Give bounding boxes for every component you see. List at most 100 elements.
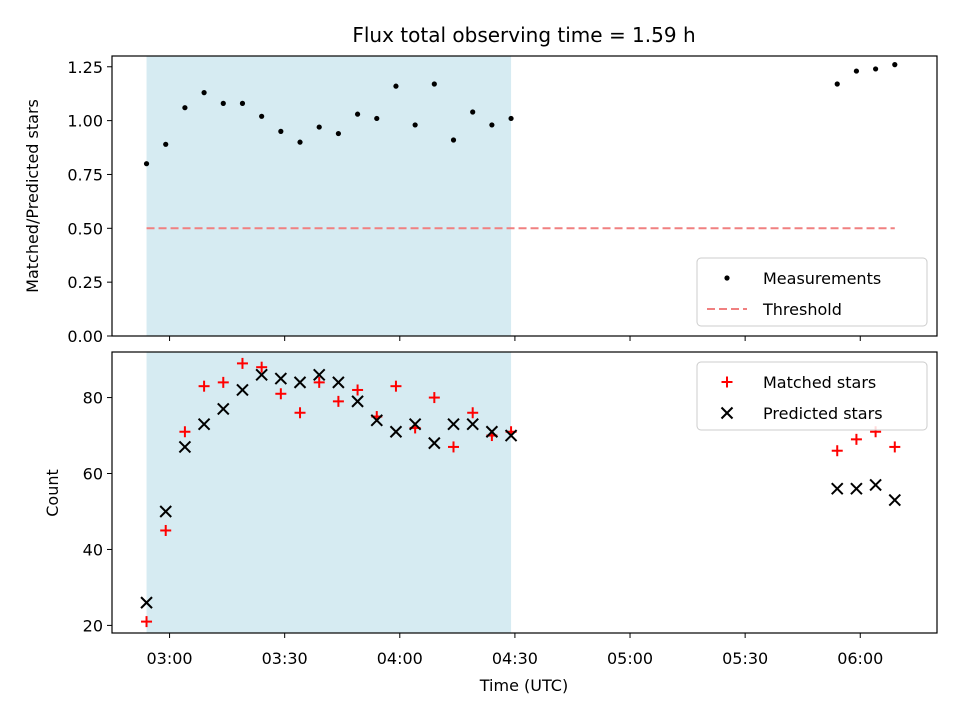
measurement-point (354, 111, 361, 117)
matched-star-point (448, 441, 460, 453)
x-tick-label: 06:00 (837, 649, 883, 668)
bottom-y-tick-label: 20 (83, 616, 103, 635)
bottom-plot-frame (111, 351, 938, 634)
predicted-star-point (255, 368, 268, 381)
matched-star-point (294, 407, 306, 419)
top-y-tick-label: 0.50 (67, 219, 103, 238)
predicted-star-point (217, 402, 230, 416)
x-tick-label: 03:00 (147, 649, 193, 668)
measurement-point (259, 113, 265, 119)
predicted-star-point (408, 417, 422, 431)
top-plot-frame (111, 55, 938, 337)
measurement-point (431, 81, 437, 87)
predicted-star-point (485, 425, 499, 438)
measurement-point (853, 68, 860, 74)
measurement-point (489, 122, 495, 128)
matched-star-point (313, 376, 325, 388)
legend-marker-predicted (720, 406, 734, 420)
predicted-star-point (140, 596, 153, 609)
bottom-y-tick-label: 60 (83, 465, 103, 484)
top-legend-box (696, 257, 928, 327)
x-tick-label: 05:00 (607, 649, 653, 668)
matched-star-point (467, 407, 479, 419)
matched-star-point (390, 380, 402, 392)
predicted-star-point (850, 482, 863, 495)
top-panel: 0.00 0.25 0.50 0.75 1.00 1.25 Measurements Thre… (67, 55, 938, 346)
measurement-point (316, 124, 322, 130)
matched-star-point (332, 395, 344, 407)
predicted-star-point (504, 429, 518, 442)
measurement-point (374, 115, 380, 122)
measurement-point (297, 139, 303, 145)
top-y-tick-label: 1.25 (67, 58, 103, 77)
matched-star-point (889, 441, 901, 453)
measurement-point (201, 90, 207, 96)
measurement-point (143, 161, 150, 167)
top-y-tick-label: 0.00 (67, 327, 103, 346)
bottom-y-tick-label: 80 (83, 389, 103, 408)
legend-label: Matched stars (763, 373, 876, 392)
x-tick-label: 04:00 (377, 649, 423, 668)
legend-marker-matched (721, 376, 733, 388)
measurement-point (412, 122, 418, 128)
predicted-star-point (293, 376, 307, 389)
top-y-tick-label: 0.25 (67, 273, 103, 292)
top-y-tick-label: 0.75 (67, 165, 103, 184)
measurement-point (278, 128, 284, 134)
measurement-point (163, 141, 169, 147)
top-y-tick-label: 1.00 (67, 112, 103, 131)
predicted-star-point (389, 425, 403, 438)
measurement-point (834, 81, 840, 87)
x-axis-title: Time (UTC) (479, 676, 568, 695)
bottom-legend-box (696, 361, 928, 431)
measurement-point (220, 100, 226, 106)
top-shaded-region (146, 56, 512, 336)
x-tick-label: 03:30 (262, 649, 308, 668)
bottom-y-tick-label: 40 (83, 540, 103, 559)
predicted-star-point (428, 436, 441, 450)
x-tick-label: 04:30 (492, 649, 538, 668)
bottom-legend: Matched stars Predicted stars (696, 361, 928, 431)
measurement-point (239, 100, 246, 106)
bottom-shaded-region (146, 352, 512, 633)
legend-marker-measurements (724, 275, 730, 281)
matched-star-point (217, 376, 229, 388)
measurement-point (393, 83, 399, 89)
x-tick-label: 05:30 (722, 649, 768, 668)
measurement-point (335, 130, 341, 137)
measurement-point (892, 62, 898, 68)
matched-star-point (141, 616, 153, 628)
predicted-star-point (313, 368, 326, 381)
predicted-star-point (831, 482, 844, 495)
legend-label: Threshold (762, 300, 842, 319)
measurement-point (182, 105, 188, 111)
matched-star-point (236, 357, 248, 369)
measurement-point (470, 109, 476, 115)
top-y-axis-title: Matched/Predicted stars (23, 99, 42, 293)
legend-label: Measurements (763, 269, 881, 288)
predicted-star-point (178, 440, 192, 454)
predicted-star-point (197, 417, 211, 431)
bottom-panel: 20 40 60 80 03:00 03:30 04:00 04:30 05:00 05:30 06… (83, 351, 938, 668)
matched-star-point (256, 361, 268, 373)
predicted-star-point (351, 395, 364, 408)
matched-star-point (179, 426, 191, 438)
legend-label: Predicted stars (763, 404, 883, 423)
matched-star-point (831, 445, 843, 457)
measurement-point (508, 115, 514, 122)
matched-star-point (352, 384, 364, 396)
predicted-star-point (466, 417, 479, 431)
predicted-star-point (447, 417, 460, 431)
predicted-star-point (869, 478, 882, 492)
measurement-point (450, 137, 457, 143)
predicted-star-point (332, 376, 345, 389)
predicted-star-point (370, 414, 383, 427)
predicted-star-point (888, 493, 901, 507)
predicted-star-point (236, 383, 249, 397)
matched-star-point (275, 388, 287, 400)
chart-title: Flux total observing time = 1.59 h (352, 23, 695, 47)
predicted-star-point (159, 505, 172, 518)
matched-star-point (850, 433, 862, 445)
matched-star-point (160, 524, 172, 536)
